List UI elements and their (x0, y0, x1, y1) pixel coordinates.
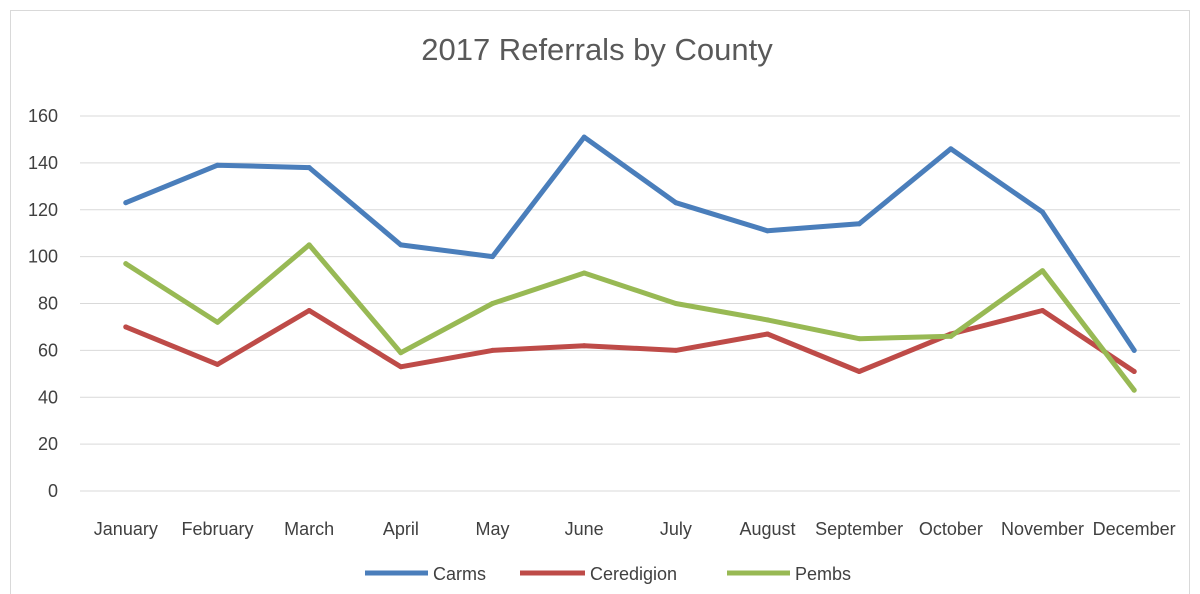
legend-label: Pembs (795, 564, 851, 584)
y-tick-label: 100 (28, 247, 58, 267)
gridlines (80, 115, 1180, 492)
data-point (306, 165, 312, 171)
chart-title: 2017 Referrals by County (421, 32, 773, 67)
data-point (765, 317, 770, 323)
y-tick-label: 160 (28, 106, 58, 126)
data-point (581, 343, 587, 349)
y-tick-label: 0 (48, 481, 58, 501)
x-tick-label: August (739, 519, 795, 539)
x-axis-ticks: January February March April May June July Augu… (94, 519, 1176, 539)
data-point (215, 162, 220, 168)
data-point (673, 347, 679, 353)
data-point (1131, 347, 1137, 353)
legend-label: Carms (433, 564, 486, 584)
data-point (1131, 387, 1137, 393)
x-tick-label: March (284, 519, 334, 539)
y-axis-ticks: 0 20 40 60 80 100 120 140 160 (28, 106, 58, 501)
data-point (398, 350, 404, 356)
chart-frame (10, 10, 1190, 594)
data-point (123, 200, 129, 206)
data-point (306, 308, 312, 314)
x-tick-label: November (1001, 519, 1084, 539)
data-point (856, 368, 862, 374)
data-point (398, 364, 404, 370)
data-point (673, 200, 679, 206)
data-point (856, 221, 862, 227)
data-point (948, 146, 954, 152)
y-tick-label: 20 (38, 434, 58, 454)
data-point (1040, 308, 1045, 314)
data-point (581, 270, 587, 276)
data-point (398, 242, 404, 248)
data-point (856, 336, 862, 342)
data-point (948, 333, 954, 339)
data-point (215, 319, 220, 325)
x-tick-label: February (181, 519, 253, 539)
series-pembs (123, 242, 1137, 393)
y-tick-label: 120 (28, 200, 58, 220)
series-line-pembs (123, 242, 1137, 393)
x-tick-label: January (94, 519, 158, 539)
data-point (306, 242, 312, 248)
data-point (1040, 268, 1045, 274)
data-point (490, 301, 495, 306)
legend-label: Ceredigion (590, 564, 677, 584)
y-tick-label: 60 (38, 340, 58, 360)
series-line-ceredigion (123, 308, 1137, 374)
data-point (215, 361, 220, 367)
data-point (673, 301, 679, 306)
y-tick-label: 140 (28, 153, 58, 173)
series-line-carms (123, 134, 1137, 353)
y-tick-label: 80 (38, 294, 58, 314)
data-point (123, 324, 129, 330)
data-point (1040, 209, 1045, 215)
x-tick-label: June (565, 519, 604, 539)
x-tick-label: October (919, 519, 983, 539)
data-point (581, 134, 587, 140)
data-point (490, 254, 495, 260)
series-ceredigion (123, 308, 1137, 374)
data-point (765, 228, 770, 234)
x-tick-label: May (475, 519, 509, 539)
y-tick-label: 40 (38, 387, 58, 407)
x-tick-label: December (1093, 519, 1176, 539)
x-tick-label: April (383, 519, 419, 539)
data-point (123, 261, 129, 267)
data-point (490, 347, 495, 353)
legend: Carms Ceredigion Pembs (365, 564, 851, 584)
data-point (1131, 368, 1137, 374)
series-carms (123, 134, 1137, 353)
legend-item-carms: Carms (365, 564, 486, 584)
data-point (765, 331, 770, 337)
legend-item-pembs: Pembs (727, 564, 851, 584)
x-tick-label: July (660, 519, 692, 539)
x-tick-label: September (815, 519, 903, 539)
series-lines (123, 134, 1137, 393)
legend-item-ceredigion: Ceredigion (520, 564, 677, 584)
